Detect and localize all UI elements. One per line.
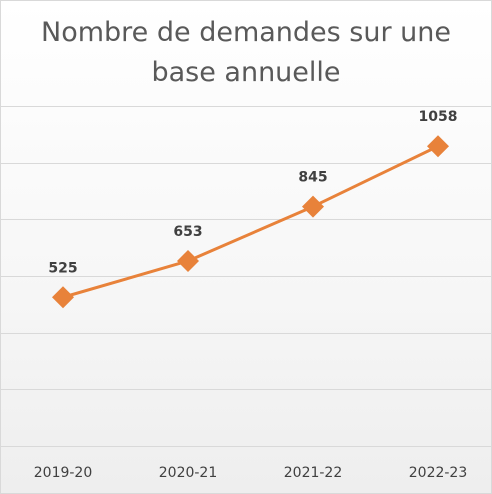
x-tick-label: 2021-22 [284, 465, 343, 481]
data-point-marker [177, 249, 199, 272]
x-axis-ticks: 2019-20 2020-21 2021-22 2022-23 [34, 465, 468, 481]
data-point-marker [302, 195, 324, 218]
data-label: 653 [173, 224, 202, 240]
x-tick-label: 2022-23 [409, 465, 468, 481]
data-point-marker [52, 286, 74, 309]
data-label: 845 [298, 170, 327, 186]
x-tick-label: 2020-21 [159, 465, 218, 481]
data-label: 525 [48, 260, 77, 276]
series-line [61, 144, 440, 299]
gridlines [1, 106, 492, 447]
chart-title: Nombre de demandes sur une base annuelle [41, 17, 451, 88]
series-layer [52, 135, 449, 309]
x-tick-label: 2019-20 [34, 465, 93, 481]
data-point-marker [427, 135, 449, 158]
data-label: 1058 [419, 109, 458, 125]
data-labels: 525 653 845 1058 [48, 109, 457, 276]
